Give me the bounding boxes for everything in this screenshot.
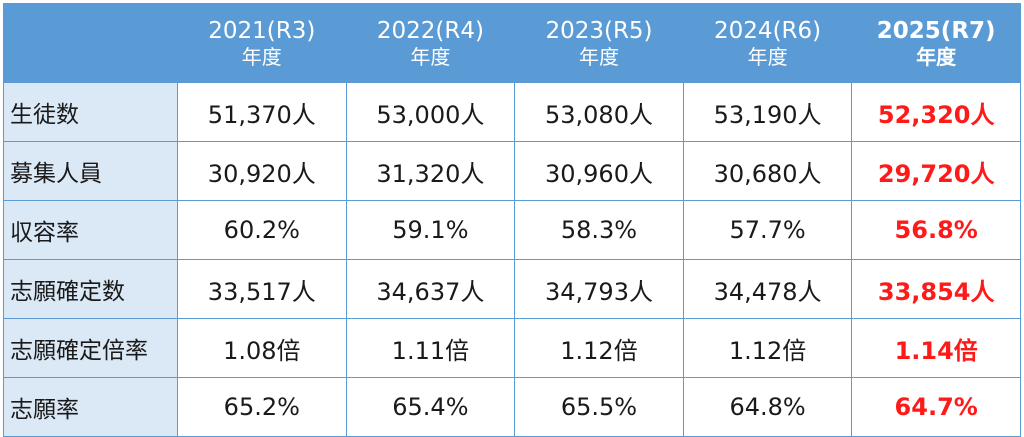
column-header: 2021(R3) 年度 — [177, 3, 347, 83]
table-cell: 57.7% — [682, 200, 853, 260]
column-unit: 年度 — [916, 45, 957, 69]
column-unit: 年度 — [578, 45, 619, 69]
row-label: 志願率 — [3, 377, 178, 437]
table-row: 募集人員 30,920人 31,320人 30,960人 30,680人 29,… — [3, 141, 1021, 201]
row-label: 収容率 — [3, 200, 178, 260]
table-cell-highlight: 1.14倍 — [851, 318, 1021, 378]
table-cell: 33,517人 — [177, 259, 347, 319]
row-label: 生徒数 — [3, 82, 178, 142]
table-cell: 65.2% — [177, 377, 347, 437]
table-cell: 53,080人 — [514, 82, 684, 142]
table-cell: 1.08倍 — [177, 318, 347, 378]
table-cell: 34,637人 — [345, 259, 516, 319]
column-unit: 年度 — [241, 45, 282, 69]
table-cell: 53,190人 — [682, 82, 853, 142]
column-year: 2021(R3) — [208, 18, 316, 44]
column-unit: 年度 — [410, 45, 451, 69]
table-row: 収容率 60.2% 59.1% 58.3% 57.7% 56.8% — [3, 200, 1021, 260]
table-cell: 1.12倍 — [514, 318, 684, 378]
table-cell: 30,960人 — [514, 141, 684, 201]
table-cell-highlight: 33,854人 — [851, 259, 1021, 319]
column-header: 2022(R4) 年度 — [345, 3, 516, 83]
table-cell: 34,478人 — [682, 259, 853, 319]
table-row: 志願確定倍率 1.08倍 1.11倍 1.12倍 1.12倍 1.14倍 — [3, 318, 1021, 378]
table-cell: 51,370人 — [177, 82, 347, 142]
table-cell: 64.8% — [682, 377, 853, 437]
row-label: 志願確定数 — [3, 259, 178, 319]
column-header-latest: 2025(R7) 年度 — [851, 3, 1021, 83]
table-cell: 53,000人 — [345, 82, 516, 142]
table-cell: 30,920人 — [177, 141, 347, 201]
row-label: 募集人員 — [3, 141, 178, 201]
row-label: 志願確定倍率 — [3, 318, 178, 378]
column-year: 2025(R7) — [876, 18, 996, 44]
table-cell: 1.11倍 — [345, 318, 516, 378]
table-cell-highlight: 56.8% — [851, 200, 1021, 260]
corner-cell — [3, 3, 178, 83]
column-year: 2022(R4) — [376, 18, 484, 44]
column-unit: 年度 — [747, 45, 788, 69]
table-cell: 59.1% — [345, 200, 516, 260]
table-cell: 1.12倍 — [682, 318, 853, 378]
table-cell: 58.3% — [514, 200, 684, 260]
table-row: 志願確定数 33,517人 34,637人 34,793人 34,478人 33… — [3, 259, 1021, 319]
column-year: 2024(R6) — [714, 18, 822, 44]
table-cell: 31,320人 — [345, 141, 516, 201]
table-cell: 65.4% — [345, 377, 516, 437]
table-cell-highlight: 29,720人 — [851, 141, 1021, 201]
column-header: 2023(R5) 年度 — [514, 3, 684, 83]
table-row: 志願率 65.2% 65.4% 65.5% 64.8% 64.7% — [3, 377, 1021, 437]
column-year: 2023(R5) — [545, 18, 653, 44]
table-cell-highlight: 52,320人 — [851, 82, 1021, 142]
statistics-table: 2021(R3) 年度 2022(R4) 年度 2023(R5) 年度 2024… — [3, 3, 1021, 437]
table-cell: 30,680人 — [682, 141, 853, 201]
column-header: 2024(R6) 年度 — [682, 3, 853, 83]
table-cell: 65.5% — [514, 377, 684, 437]
table-cell: 60.2% — [177, 200, 347, 260]
table-cell-highlight: 64.7% — [851, 377, 1021, 437]
table-row: 生徒数 51,370人 53,000人 53,080人 53,190人 52,3… — [3, 82, 1021, 142]
header-row: 2021(R3) 年度 2022(R4) 年度 2023(R5) 年度 2024… — [3, 3, 1021, 83]
table-cell: 34,793人 — [514, 259, 684, 319]
